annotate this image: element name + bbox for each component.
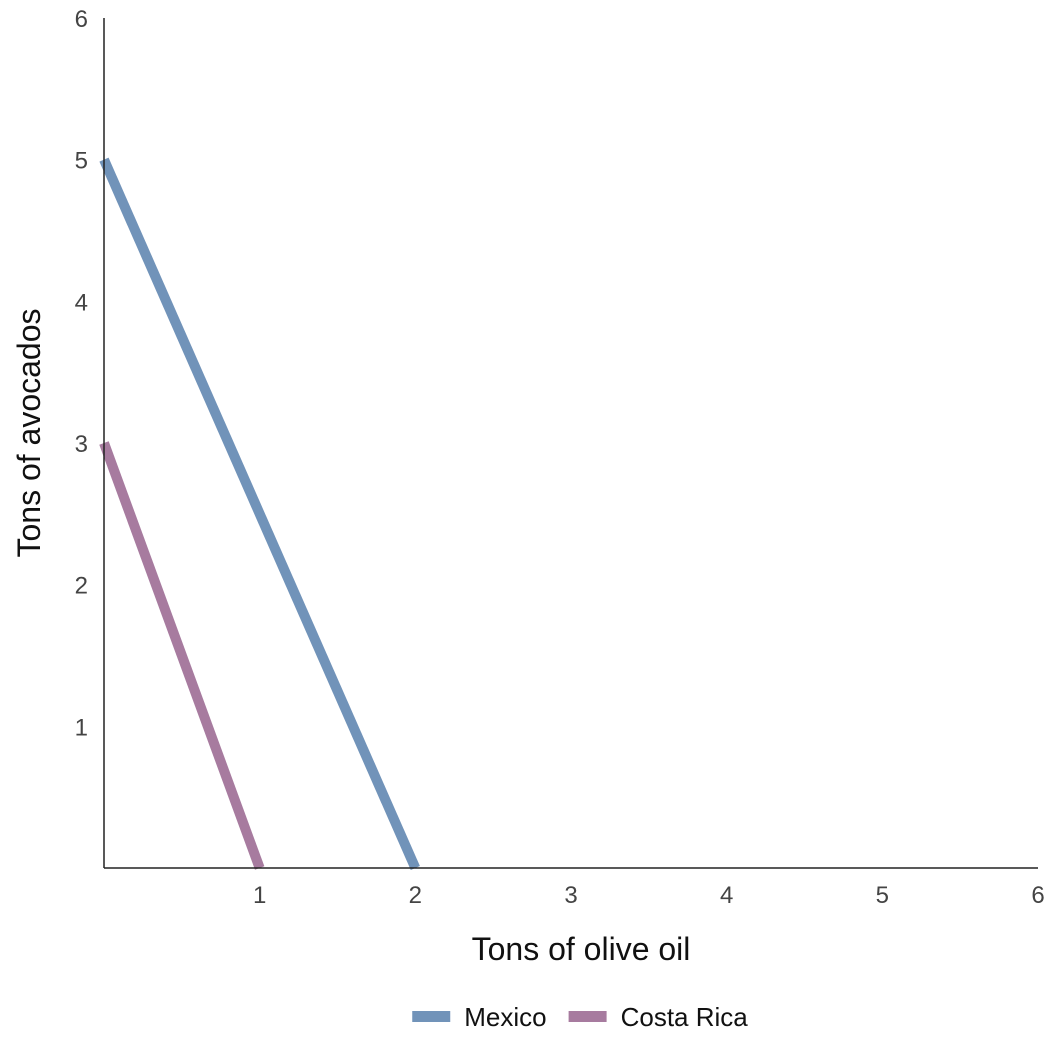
series-layer [99,157,420,871]
legend-swatch [568,1011,607,1022]
y-tick-label: 4 [75,289,88,316]
y-tick-label: 1 [75,714,88,741]
x-axis-title: Tons of olive oil [472,931,691,967]
y-tick-label: 2 [75,573,88,600]
y-axis-ticks: 1 2 3 4 5 6 [75,6,88,741]
legend-swatch [412,1011,451,1022]
legend: Mexico Costa Rica [412,1002,748,1032]
x-tick-label: 1 [253,882,266,909]
x-tick-label: 2 [409,882,422,909]
legend-item: Costa Rica [568,1002,749,1032]
legend-item: Mexico [412,1002,547,1032]
legend-label: Mexico [464,1002,546,1032]
x-tick-label: 5 [876,882,889,909]
legend-label: Costa Rica [621,1002,749,1032]
x-tick-label: 4 [720,882,733,909]
y-axis-title: Tons of avocados [11,308,47,557]
y-tick-label: 6 [75,6,88,33]
y-tick-label: 3 [75,431,88,458]
y-tick-label: 5 [75,148,88,175]
x-tick-label: 3 [564,882,577,909]
x-axis-ticks: 1 2 3 4 5 6 [253,882,1045,909]
series-line-costa-rica [99,441,265,870]
x-tick-label: 6 [1031,882,1044,909]
series-line-mexico [99,157,420,871]
